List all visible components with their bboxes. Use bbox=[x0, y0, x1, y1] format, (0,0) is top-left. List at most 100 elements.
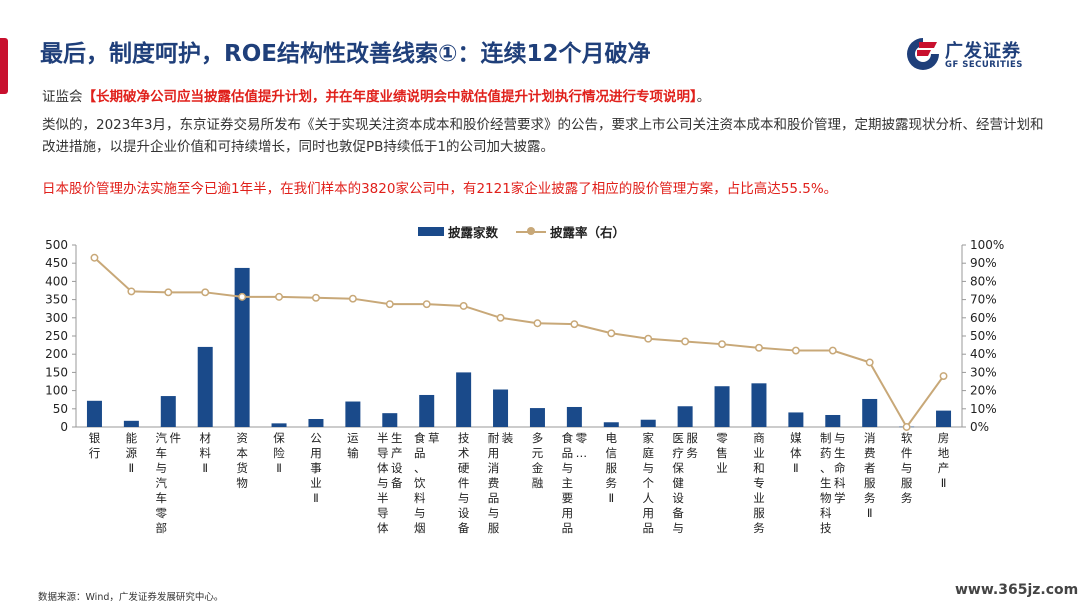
rate-point bbox=[90, 253, 99, 262]
x-tick-label: 公用事业 Ⅱ bbox=[310, 431, 322, 505]
legend-bar-label: 披露家数 bbox=[448, 225, 499, 240]
paragraph-tse: 类似的，2023年3月，东京证券交易所发布《关于实现关注资本成本和股价经营要求》… bbox=[42, 117, 1044, 155]
company-logo: 广发证券 GF SECURITIES bbox=[905, 36, 1055, 76]
paragraph-japan-stat: 日本股价管理办法实施至今已逾1年半，在我们样本的3820家公司中，有2121家企… bbox=[42, 181, 838, 197]
y-left-tick-label: 400 bbox=[45, 274, 68, 288]
x-tick-label: 多元金融 bbox=[532, 431, 544, 490]
y-right-tick-label: 50% bbox=[970, 329, 997, 343]
bar bbox=[271, 423, 287, 427]
bar bbox=[123, 420, 139, 427]
rate-point bbox=[681, 337, 690, 346]
rate-point bbox=[533, 319, 542, 328]
y-left-tick-label: 50 bbox=[53, 402, 68, 416]
rate-point bbox=[459, 302, 468, 310]
bar bbox=[566, 406, 582, 427]
x-tick-label: 消费者服务 Ⅱ bbox=[864, 431, 876, 520]
x-tick-label: 运输 bbox=[347, 431, 359, 460]
rate-point bbox=[939, 372, 948, 380]
x-tick-label: 医疗保健设备与服务 bbox=[672, 431, 698, 535]
y-right-tick-label: 100% bbox=[970, 238, 1004, 252]
x-tick-label: 耐用消费品与服装 bbox=[488, 431, 514, 535]
rate-point bbox=[201, 288, 210, 297]
accent-bar bbox=[0, 38, 8, 94]
bar bbox=[862, 398, 878, 427]
bar bbox=[234, 267, 250, 427]
x-tick-label: 技术硬件与设备 bbox=[458, 431, 470, 535]
y-left-tick-label: 0 bbox=[60, 420, 68, 434]
gf-logo-icon bbox=[907, 38, 939, 70]
data-source: 数据来源：Wind，广发证券发展研究中心。 bbox=[38, 592, 224, 603]
legend-line-label: 披露率（右） bbox=[550, 225, 626, 240]
bar bbox=[197, 346, 213, 427]
y-right-tick-label: 70% bbox=[970, 293, 997, 307]
y-right-tick-label: 40% bbox=[970, 347, 997, 361]
y-right-tick-label: 60% bbox=[970, 311, 997, 325]
bar bbox=[308, 418, 324, 427]
y-right-tick-label: 10% bbox=[970, 402, 997, 416]
x-tick-label: 能源 Ⅱ bbox=[126, 431, 138, 475]
y-right-tick-label: 80% bbox=[970, 274, 997, 288]
x-tick-label: 媒体 Ⅱ bbox=[790, 431, 802, 475]
bar bbox=[751, 383, 767, 427]
rate-point bbox=[718, 340, 726, 349]
rate-point bbox=[238, 292, 247, 301]
bar bbox=[493, 389, 509, 427]
bar bbox=[825, 414, 841, 427]
bar bbox=[345, 401, 361, 427]
y-left-tick-label: 150 bbox=[45, 365, 68, 379]
x-tick-label: 材料 Ⅱ bbox=[199, 431, 211, 475]
y-left-tick-label: 450 bbox=[45, 256, 68, 270]
legend-line-marker bbox=[527, 227, 535, 235]
p1-highlight: 【长期破净公司应当披露估值提升计划，并在年度业绩说明会中就估值提升计划执行情况进… bbox=[82, 89, 697, 105]
watermark: www.365jz.com bbox=[955, 582, 1079, 598]
bar bbox=[419, 394, 435, 427]
rate-point bbox=[865, 358, 874, 367]
p1-prefix: 证监会 bbox=[42, 89, 83, 105]
rate-point bbox=[902, 423, 911, 431]
x-tick-label: 资本货物 bbox=[236, 431, 248, 490]
x-tick-label: 电信服务 Ⅱ bbox=[606, 431, 618, 505]
rate-point bbox=[385, 300, 394, 309]
bar bbox=[714, 386, 730, 427]
rate-point bbox=[496, 313, 505, 322]
y-right-tick-label: 90% bbox=[970, 256, 997, 270]
x-tick-label: 半导体与半导体生产设备 bbox=[377, 431, 403, 535]
x-tick-label: 银行 bbox=[89, 431, 101, 460]
rate-point bbox=[607, 329, 616, 338]
y-left-tick-label: 100 bbox=[45, 384, 68, 398]
rate-point bbox=[755, 343, 763, 352]
x-tick-label: 制药、生物科技与生命科学 bbox=[820, 431, 846, 535]
disclosure-chart: 0 50 100 150 200 250 300 350 400 450 500 0% 10% 20% 30… bbox=[45, 238, 1004, 535]
rate-point bbox=[828, 346, 837, 355]
rate-point bbox=[570, 320, 579, 329]
x-tick-label: 软件与服务 bbox=[901, 431, 913, 505]
y-right-tick-label: 30% bbox=[970, 365, 997, 379]
y-right-tick-label: 0% bbox=[970, 420, 989, 434]
rate-point bbox=[275, 292, 283, 301]
bar bbox=[603, 422, 619, 427]
bar bbox=[456, 372, 472, 427]
rate-point bbox=[422, 300, 431, 309]
rate-point bbox=[312, 293, 320, 302]
x-tick-label: 家庭与个人用品 bbox=[642, 431, 654, 535]
rate-point bbox=[791, 346, 800, 355]
page-title: 最后，制度呵护，ROE结构性改善线索①：连续12个月破净 bbox=[40, 41, 651, 67]
bar bbox=[382, 413, 398, 427]
y-left-tick-label: 500 bbox=[45, 238, 68, 252]
bar bbox=[529, 408, 545, 427]
x-tick-label: 食品、饮料与烟草 bbox=[414, 431, 440, 535]
logo-cn-text: 广发证券 bbox=[945, 41, 1021, 62]
y-left-tick-label: 250 bbox=[45, 329, 68, 343]
bar bbox=[640, 419, 656, 427]
bar bbox=[86, 400, 102, 427]
y-right-tick-label: 20% bbox=[970, 384, 997, 398]
chart-legend: 披露家数 披露率（右） bbox=[0, 222, 1080, 242]
bar bbox=[160, 396, 176, 427]
x-tick-label: 食品与主要用品零… bbox=[562, 431, 588, 535]
x-tick-label: 房地产 Ⅱ bbox=[938, 431, 950, 490]
p1-suffix: 。 bbox=[696, 89, 711, 105]
x-tick-label: 零售业 bbox=[716, 431, 728, 475]
rate-point bbox=[348, 294, 357, 303]
paragraph-csrc: 证监会【长期破净公司应当披露估值提升计划，并在年度业绩说明会中就估值提升计划执行… bbox=[42, 86, 710, 108]
rate-point bbox=[127, 287, 136, 296]
